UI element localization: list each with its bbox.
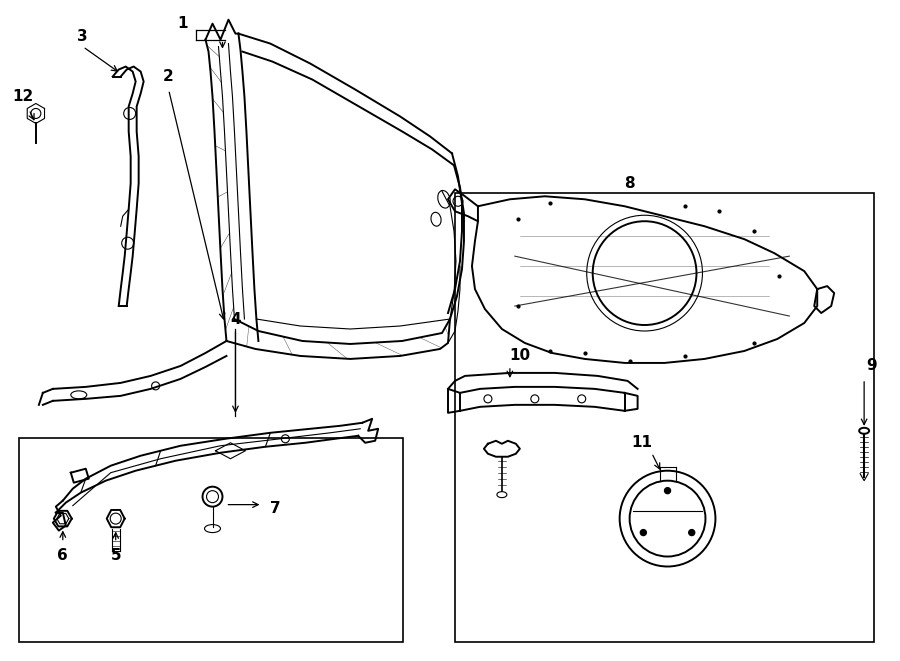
Text: 8: 8	[625, 176, 634, 191]
Text: 10: 10	[509, 348, 530, 364]
Text: 9: 9	[866, 358, 877, 373]
Text: 1: 1	[177, 16, 188, 31]
Text: 6: 6	[58, 548, 68, 563]
Circle shape	[664, 488, 670, 494]
Circle shape	[641, 529, 646, 535]
Bar	[19, 438, 403, 642]
Text: 5: 5	[111, 548, 121, 563]
Text: 3: 3	[77, 29, 88, 44]
Text: 12: 12	[13, 89, 33, 104]
Text: 4: 4	[230, 311, 241, 327]
Bar	[455, 193, 874, 642]
Text: 7: 7	[270, 501, 281, 516]
Text: 11: 11	[631, 435, 652, 450]
Circle shape	[688, 529, 695, 535]
Text: 2: 2	[163, 69, 174, 84]
